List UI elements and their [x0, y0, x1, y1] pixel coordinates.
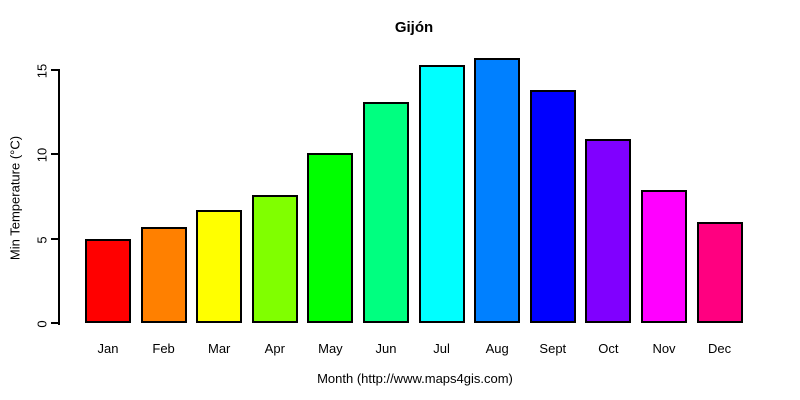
bar-oct: [585, 139, 632, 323]
y-axis-tick-label-text: 5: [34, 236, 50, 244]
bar-jun: [363, 102, 409, 323]
bar-aug: [474, 58, 521, 323]
bar-nov: [641, 189, 687, 323]
x-tick-label-may: May: [318, 341, 343, 356]
x-tick-label-jul: Jul: [433, 341, 450, 356]
x-tick-label-dec: Dec: [708, 341, 732, 356]
x-tick-label-aug: Aug: [485, 341, 509, 356]
x-tick-label-nov: Nov: [652, 341, 676, 356]
y-axis-tick: [51, 68, 60, 71]
bar-dec: [696, 221, 743, 323]
y-axis-tick-label-text: 15: [34, 63, 50, 79]
x-tick-label-jun: Jun: [375, 341, 397, 356]
bar-jul: [418, 64, 465, 323]
x-tick-label-jan: Jan: [97, 341, 119, 356]
x-tick-label-feb: Feb: [152, 341, 175, 356]
chart-title: Gijón: [394, 19, 434, 36]
y-axis-tick-label-text: 10: [34, 148, 50, 163]
bar-feb: [140, 226, 187, 323]
y-axis-tick: [51, 322, 60, 324]
bar-sept: [529, 90, 576, 323]
y-axis-tick-label-text: 0: [34, 320, 50, 328]
x-axis-label: Month (http://www.maps4gis.com): [317, 371, 513, 386]
bar-may: [307, 152, 354, 323]
y-axis-line: [58, 69, 60, 325]
bar-apr: [251, 194, 298, 323]
x-tick-label-apr: Apr: [264, 341, 285, 356]
bar-jan: [85, 238, 131, 323]
x-tick-label-mar: Mar: [207, 341, 231, 356]
y-axis-tick: [51, 153, 60, 156]
x-tick-label-sept: Sept: [539, 341, 567, 356]
y-axis-tick: [51, 237, 60, 240]
x-tick-label-oct: Oct: [598, 341, 619, 356]
bar-mar: [196, 209, 243, 323]
